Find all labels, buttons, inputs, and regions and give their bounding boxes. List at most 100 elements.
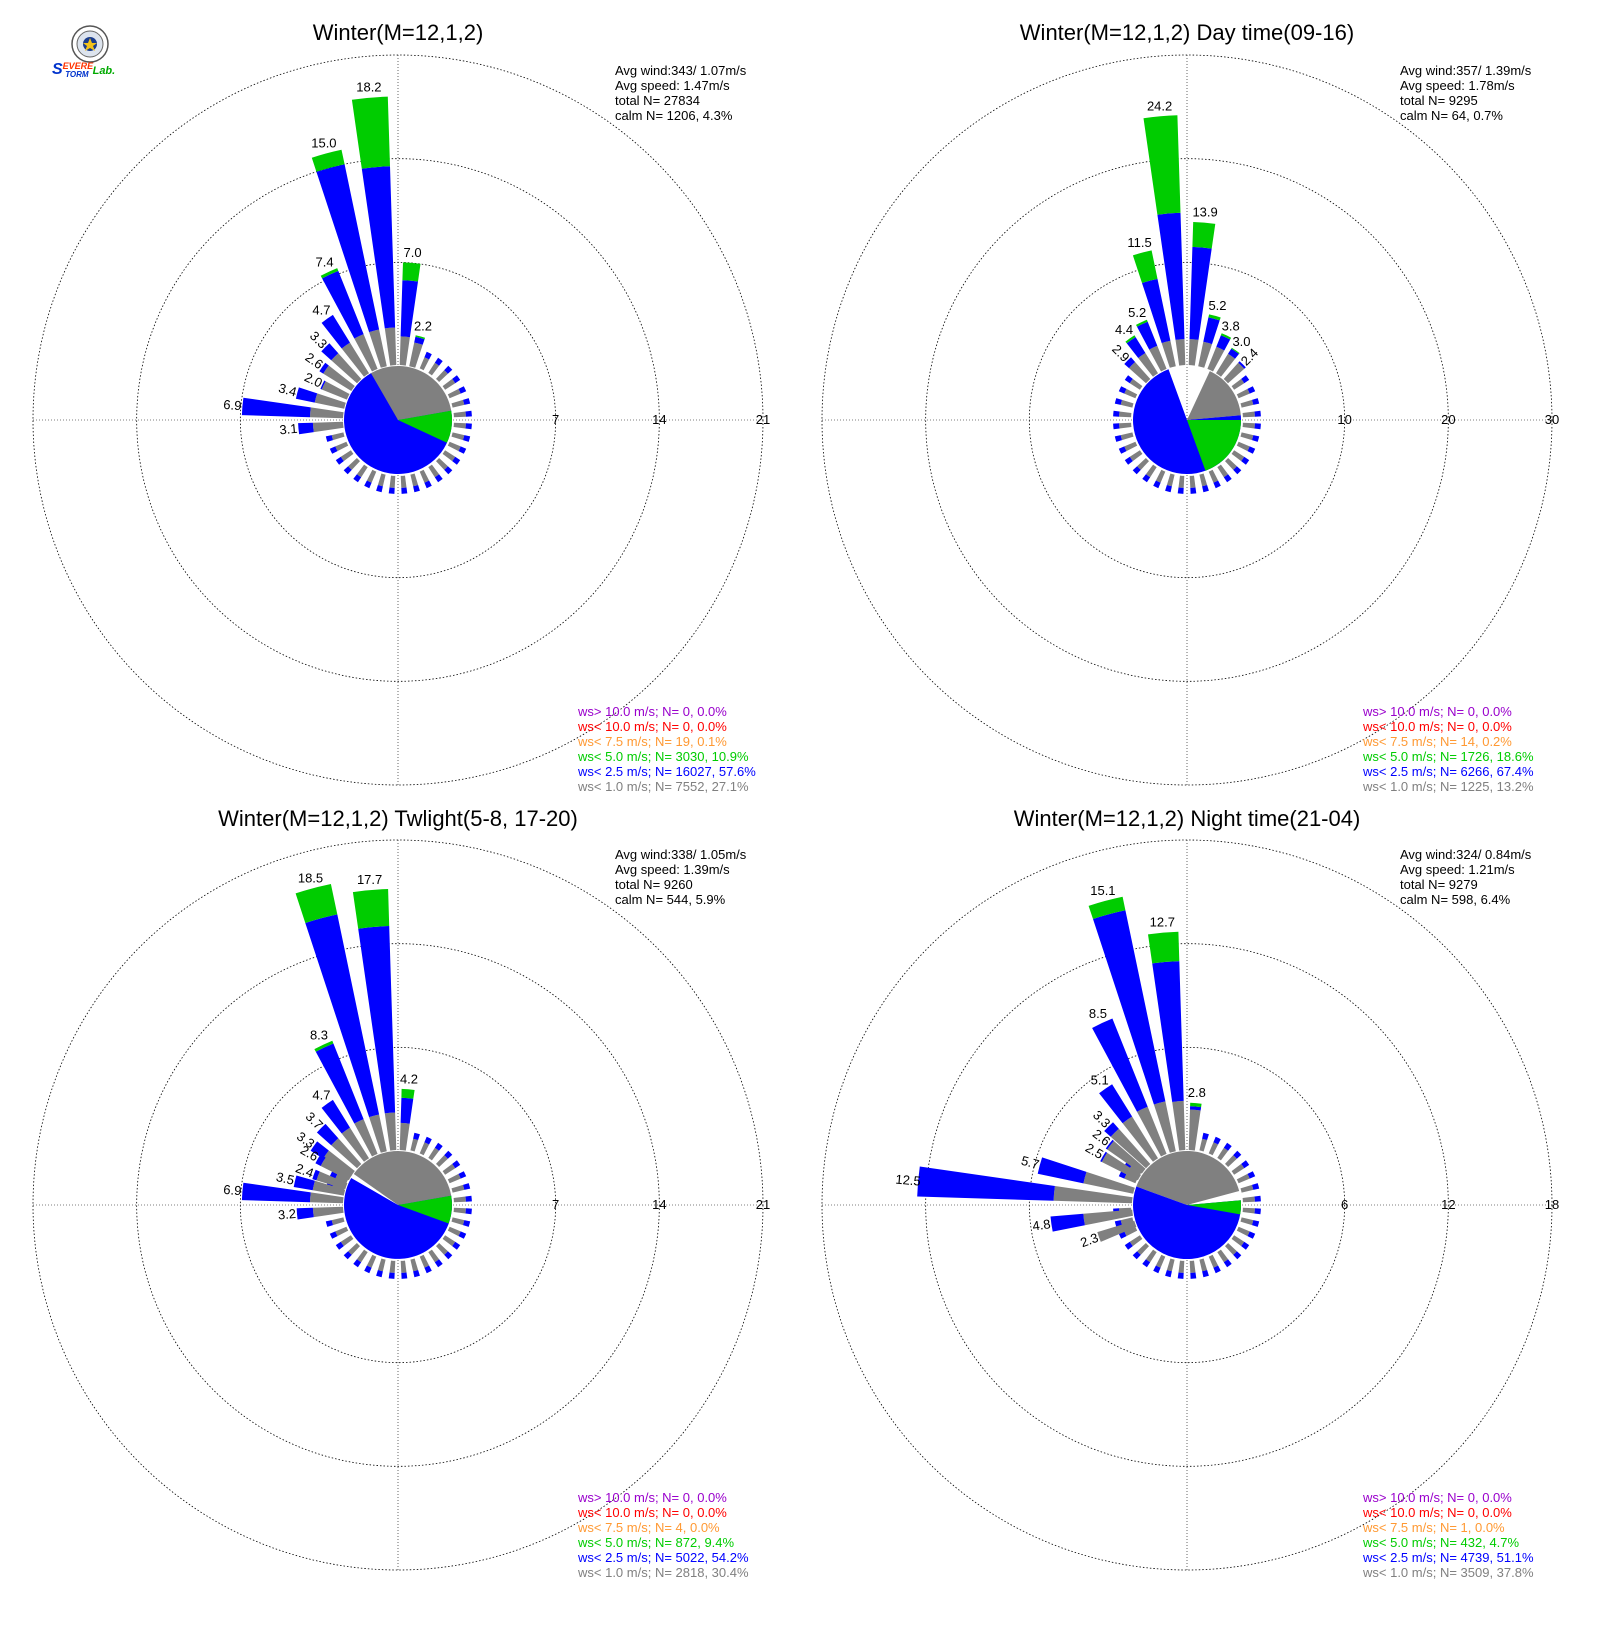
minor-blue-bar — [1223, 1259, 1232, 1268]
sector-value-label: 3.1 — [279, 421, 298, 438]
sector-blue-bar — [1100, 1151, 1108, 1162]
center-green-slice — [1187, 420, 1241, 471]
windrose-panel-4: Winter(M=12,1,2) Night time(21-04) 6 12 18 1… — [821, 806, 1559, 1580]
minor-gray-bar — [1242, 1196, 1255, 1203]
sector-gray-bar — [1138, 353, 1158, 377]
sector-value-label: 5.7 — [1020, 1153, 1041, 1172]
minor-blue-bar — [424, 351, 432, 360]
sector-value-label: 5.2 — [1128, 305, 1146, 320]
stats-line: calm N= 598, 6.4% — [1400, 892, 1511, 907]
sector-blue-bar — [1152, 961, 1184, 1102]
minor-blue-bar — [452, 1241, 461, 1250]
sector-gray-bar — [384, 1112, 397, 1151]
minor-gray-bar — [1145, 1249, 1157, 1263]
sector-gray-bar — [354, 1119, 378, 1157]
sector-value-label: 4.4 — [1115, 322, 1133, 337]
sector-blue-bar — [1238, 361, 1246, 369]
legend-line: ws< 10.0 m/s; N= 0, 0.0% — [1362, 1505, 1512, 1520]
minor-blue-bar — [413, 1132, 420, 1140]
ring-2 — [925, 943, 1449, 1467]
sector-gray-bar — [384, 327, 397, 366]
minor-gray-bar — [1199, 1138, 1208, 1152]
sector-gray-bar — [1101, 1152, 1141, 1181]
logo-seal-icon — [71, 25, 109, 63]
sector-blue-bar — [1203, 317, 1220, 345]
minor-gray-bar — [1137, 458, 1149, 470]
sector-gray-bar — [1137, 1106, 1167, 1157]
minor-blue-bar — [1247, 446, 1256, 454]
minor-blue-bar — [1153, 1265, 1161, 1274]
sector-value-label: 5.1 — [1091, 1072, 1109, 1087]
minor-gray-bar — [1166, 473, 1175, 487]
minor-gray-bar — [377, 473, 386, 487]
minor-blue-bar — [465, 1208, 472, 1215]
minor-gray-bar — [410, 1258, 419, 1272]
minor-blue-bar — [463, 1183, 471, 1190]
stats-line: total N= 9279 — [1400, 877, 1478, 892]
sector-value-label: 6.9 — [223, 1182, 242, 1199]
minor-blue-bar — [1254, 1208, 1261, 1215]
minor-gray-bar — [1217, 1249, 1229, 1263]
sector-blue-bar — [320, 380, 326, 390]
legend-line: ws< 5.0 m/s; N= 3030, 10.9% — [577, 749, 749, 764]
legend-line: ws< 2.5 m/s; N= 5022, 54.2% — [577, 1550, 749, 1565]
sector-green-bar — [311, 149, 345, 172]
minor-blue-bar — [434, 1259, 443, 1268]
sector-blue-bar — [1157, 212, 1185, 340]
minor-blue-bar — [401, 1272, 408, 1279]
sector-gray-bar — [1188, 1109, 1201, 1151]
minor-gray-bar — [1217, 464, 1229, 478]
sector-green-bar — [401, 1088, 415, 1099]
minor-gray-bar — [1242, 422, 1255, 429]
severe-storm-lab-logo: SEVERETORM Lab. — [52, 24, 142, 84]
sector-blue-bar — [1104, 1122, 1119, 1137]
minor-gray-bar — [453, 422, 466, 429]
legend-line: ws< 5.0 m/s; N= 872, 9.4% — [577, 1535, 735, 1550]
sector-value-label: 4.7 — [312, 303, 330, 318]
stats-line: Avg wind:357/ 1.39m/s — [1400, 63, 1532, 78]
sector-green-bar — [1125, 335, 1136, 344]
minor-blue-bar — [1113, 423, 1120, 430]
sector-green-bar — [351, 96, 390, 169]
minor-gray-bar — [419, 469, 430, 483]
minor-blue-bar — [1233, 1150, 1242, 1159]
sector-value-label: 2.8 — [1188, 1085, 1206, 1100]
minor-blue-bar — [329, 1231, 338, 1239]
minor-blue-bar — [465, 423, 472, 430]
sector-gray-bar — [1153, 1101, 1176, 1153]
legend-line: ws> 10.0 m/s; N= 0, 0.0% — [577, 704, 727, 719]
legend-line: ws> 10.0 m/s; N= 0, 0.0% — [1362, 704, 1512, 719]
sector-gray-bar — [1216, 353, 1236, 377]
sector-blue-bar — [1093, 910, 1166, 1105]
minor-blue-bar — [424, 1265, 432, 1274]
minor-gray-bar — [1189, 475, 1196, 488]
center-gray-slice — [359, 365, 452, 420]
legend-line: ws> 10.0 m/s; N= 0, 0.0% — [577, 1490, 727, 1505]
minor-gray-bar — [356, 1249, 368, 1263]
minor-blue-bar — [463, 398, 471, 405]
center-blue-slice — [344, 373, 453, 474]
sector-green-bar — [1192, 222, 1216, 249]
minor-gray-bar — [1231, 1235, 1245, 1247]
stats-line: Avg wind:324/ 0.84m/s — [1400, 847, 1532, 862]
minor-blue-bar — [1177, 1272, 1184, 1279]
sector-blue-bar — [1189, 246, 1212, 340]
sector-value-label: 12.7 — [1150, 915, 1175, 930]
legend-line: ws< 10.0 m/s; N= 0, 0.0% — [577, 1505, 727, 1520]
minor-blue-bar — [1114, 435, 1122, 442]
minor-gray-bar — [451, 432, 465, 441]
legend-line: ws< 7.5 m/s; N= 14, 0.2% — [1362, 734, 1512, 749]
sector-blue-bar — [322, 270, 364, 339]
minor-blue-bar — [335, 1241, 344, 1250]
minor-blue-bar — [452, 1160, 461, 1169]
minor-gray-bar — [451, 399, 465, 408]
minor-gray-bar — [335, 1226, 349, 1237]
minor-blue-bar — [463, 435, 471, 442]
minor-blue-bar — [413, 485, 420, 493]
sector-gray-bar — [1207, 346, 1225, 372]
minor-blue-bar — [458, 1171, 467, 1179]
sector-blue-bar — [319, 362, 329, 374]
sector-blue-bar — [293, 1175, 315, 1191]
minor-gray-bar — [1240, 1184, 1254, 1193]
stats-line: total N= 9260 — [615, 877, 693, 892]
